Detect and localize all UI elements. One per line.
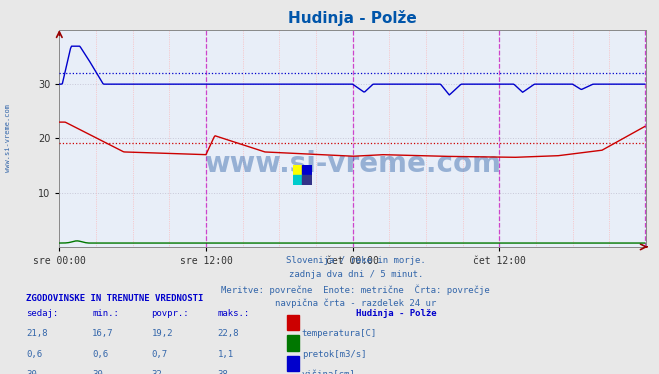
Text: Meritve: povrečne  Enote: metrične  Črta: povrečje: Meritve: povrečne Enote: metrične Črta: … xyxy=(221,285,490,295)
Bar xyxy=(302,165,312,175)
Text: 0,7: 0,7 xyxy=(152,350,167,359)
Text: min.:: min.: xyxy=(92,309,119,318)
Text: 1,1: 1,1 xyxy=(217,350,233,359)
Text: povpr.:: povpr.: xyxy=(152,309,189,318)
Text: navpična črta - razdelek 24 ur: navpična črta - razdelek 24 ur xyxy=(275,299,436,308)
Text: 22,8: 22,8 xyxy=(217,329,239,338)
Text: www.si-vreme.com: www.si-vreme.com xyxy=(5,104,11,172)
Text: maks.:: maks.: xyxy=(217,309,250,318)
Text: 21,8: 21,8 xyxy=(26,329,48,338)
Text: pretok[m3/s]: pretok[m3/s] xyxy=(302,350,366,359)
Text: 38: 38 xyxy=(217,370,228,374)
Text: Slovenija / reke in morje.: Slovenija / reke in morje. xyxy=(286,256,426,265)
Text: 0,6: 0,6 xyxy=(92,350,108,359)
Text: 19,2: 19,2 xyxy=(152,329,173,338)
Text: www.si-vreme.com: www.si-vreme.com xyxy=(204,150,501,178)
Text: sedaj:: sedaj: xyxy=(26,309,59,318)
Text: višina[cm]: višina[cm] xyxy=(302,370,356,374)
Text: 0,6: 0,6 xyxy=(26,350,42,359)
Text: Hudinja - Polže: Hudinja - Polže xyxy=(356,309,436,318)
Bar xyxy=(302,175,312,185)
Text: zadnja dva dni / 5 minut.: zadnja dva dni / 5 minut. xyxy=(289,270,423,279)
Bar xyxy=(293,165,302,175)
Text: 32: 32 xyxy=(152,370,162,374)
Text: temperatura[C]: temperatura[C] xyxy=(302,329,377,338)
Text: 16,7: 16,7 xyxy=(92,329,114,338)
Text: 30: 30 xyxy=(26,370,37,374)
Text: ZGODOVINSKE IN TRENUTNE VREDNOSTI: ZGODOVINSKE IN TRENUTNE VREDNOSTI xyxy=(26,294,204,303)
Text: 30: 30 xyxy=(92,370,103,374)
Title: Hudinja - Polže: Hudinja - Polže xyxy=(288,10,417,26)
Bar xyxy=(293,175,302,185)
